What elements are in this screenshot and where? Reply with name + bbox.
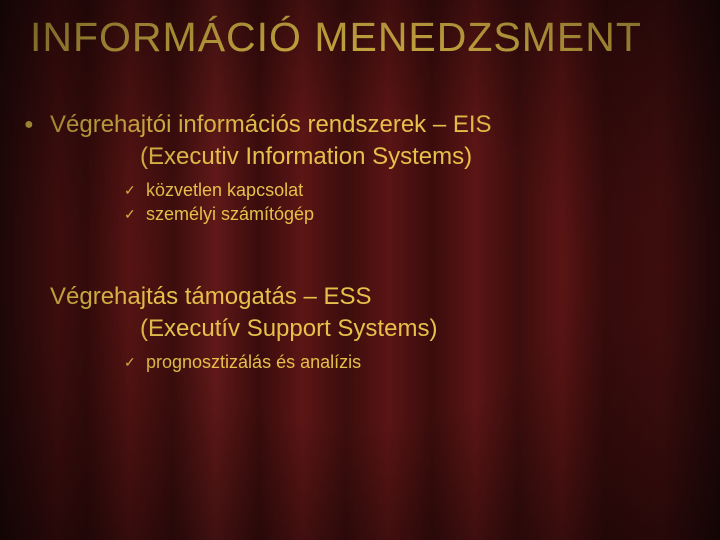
sub-bullet-item: ✓ közvetlen kapcsolat — [124, 178, 700, 202]
bullet-item: Végrehajtás támogatás – ESS — [20, 282, 700, 312]
check-icon: ✓ — [124, 350, 146, 374]
slide-title: INFORMÁCIÓ MENEDZSMENT — [30, 14, 690, 61]
check-icon: ✓ — [124, 178, 146, 202]
spacer — [20, 226, 700, 282]
bullet-text: Végrehajtói információs rendszerek – EIS — [50, 110, 492, 140]
sub-bullet-text: közvetlen kapcsolat — [146, 178, 303, 202]
sub-bullet-text: prognosztizálás és analízis — [146, 350, 361, 374]
bullet-item: ● Végrehajtói információs rendszerek – E… — [20, 110, 700, 140]
sub-bullet-text: személyi számítógép — [146, 202, 314, 226]
bullet-text-continuation: (Executiv Information Systems) — [140, 142, 700, 172]
disc-bullet-icon: ● — [20, 110, 50, 140]
bullet-text-continuation: (Executív Support Systems) — [140, 314, 700, 344]
bullet-text: Végrehajtás támogatás – ESS — [50, 282, 372, 312]
slide-content: ● Végrehajtói információs rendszerek – E… — [20, 110, 700, 374]
check-icon: ✓ — [124, 202, 146, 226]
sub-bullet-item: ✓ prognosztizálás és analízis — [124, 350, 700, 374]
slide: INFORMÁCIÓ MENEDZSMENT ● Végrehajtói inf… — [0, 0, 720, 540]
sub-bullet-item: ✓ személyi számítógép — [124, 202, 700, 226]
